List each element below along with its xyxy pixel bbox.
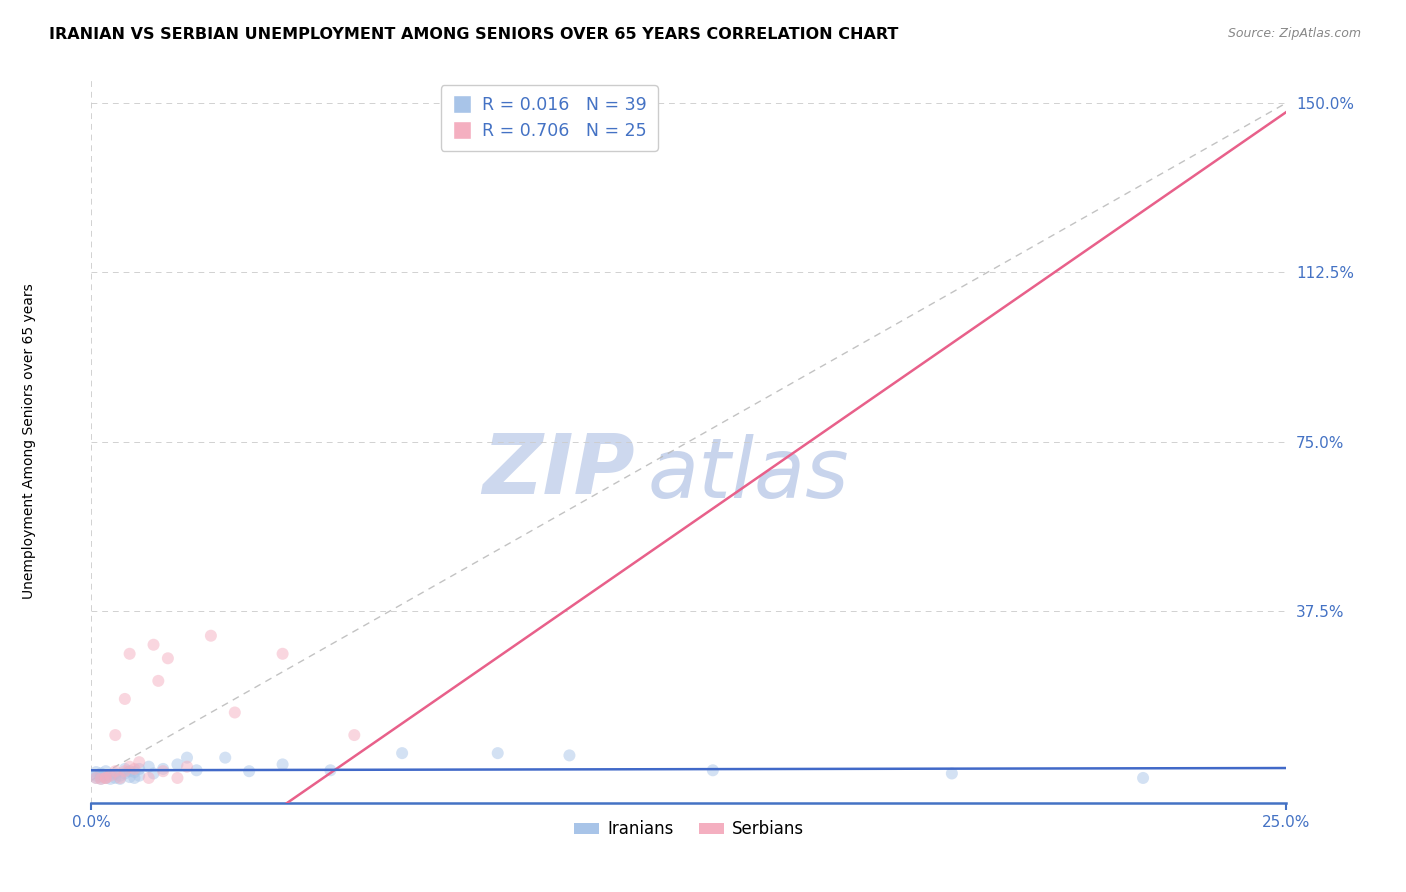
Point bbox=[166, 771, 188, 785]
Text: atlas: atlas bbox=[647, 434, 849, 515]
Point bbox=[94, 771, 117, 785]
Point bbox=[118, 770, 141, 784]
Point bbox=[94, 764, 117, 779]
Point bbox=[128, 762, 150, 776]
Text: IRANIAN VS SERBIAN UNEMPLOYMENT AMONG SENIORS OVER 65 YEARS CORRELATION CHART: IRANIAN VS SERBIAN UNEMPLOYMENT AMONG SE… bbox=[49, 27, 898, 42]
Point bbox=[94, 771, 117, 785]
Point bbox=[104, 766, 127, 780]
Point bbox=[90, 770, 112, 784]
Point bbox=[214, 750, 236, 764]
Point bbox=[84, 771, 107, 785]
Point bbox=[104, 771, 127, 785]
Point bbox=[124, 765, 146, 780]
Point bbox=[156, 651, 179, 665]
Point bbox=[343, 728, 366, 742]
Point bbox=[186, 764, 208, 778]
Point bbox=[391, 746, 413, 760]
Point bbox=[114, 766, 136, 780]
Point bbox=[84, 771, 107, 785]
Point bbox=[271, 647, 294, 661]
Point bbox=[224, 706, 246, 720]
Point bbox=[200, 629, 222, 643]
Y-axis label: Unemployment Among Seniors over 65 years: Unemployment Among Seniors over 65 years bbox=[22, 284, 35, 599]
Point bbox=[152, 764, 174, 779]
Point bbox=[166, 757, 188, 772]
Point bbox=[114, 692, 136, 706]
Point bbox=[118, 764, 141, 779]
Point bbox=[100, 769, 122, 783]
Point bbox=[271, 757, 294, 772]
Point bbox=[108, 769, 131, 783]
Point bbox=[118, 760, 141, 774]
Point bbox=[124, 762, 146, 776]
Point bbox=[104, 728, 127, 742]
Point bbox=[148, 673, 170, 688]
Point bbox=[702, 764, 724, 778]
Text: ZIP: ZIP bbox=[482, 430, 636, 511]
Point bbox=[104, 764, 127, 779]
Point bbox=[142, 766, 165, 780]
Point bbox=[176, 750, 198, 764]
Point bbox=[138, 760, 160, 774]
Point bbox=[558, 748, 581, 763]
Legend: Iranians, Serbians: Iranians, Serbians bbox=[567, 814, 811, 845]
Point bbox=[90, 772, 112, 786]
Point bbox=[114, 762, 136, 776]
Point bbox=[108, 772, 131, 786]
Point bbox=[176, 760, 198, 774]
Point bbox=[100, 768, 122, 782]
Point bbox=[114, 764, 136, 779]
Point bbox=[941, 766, 963, 780]
Point bbox=[84, 769, 107, 783]
Point bbox=[1132, 771, 1154, 785]
Point bbox=[124, 771, 146, 785]
Point bbox=[90, 766, 112, 780]
Point bbox=[138, 771, 160, 785]
Point bbox=[486, 746, 509, 760]
Point bbox=[94, 769, 117, 783]
Point bbox=[238, 764, 260, 779]
Point bbox=[118, 647, 141, 661]
Point bbox=[108, 771, 131, 785]
Point bbox=[152, 762, 174, 776]
Point bbox=[128, 755, 150, 769]
Point bbox=[90, 772, 112, 786]
Text: Source: ZipAtlas.com: Source: ZipAtlas.com bbox=[1227, 27, 1361, 40]
Point bbox=[84, 765, 107, 780]
Point bbox=[142, 638, 165, 652]
Point bbox=[100, 772, 122, 786]
Point bbox=[128, 769, 150, 783]
Point bbox=[94, 771, 117, 785]
Point bbox=[319, 764, 342, 778]
